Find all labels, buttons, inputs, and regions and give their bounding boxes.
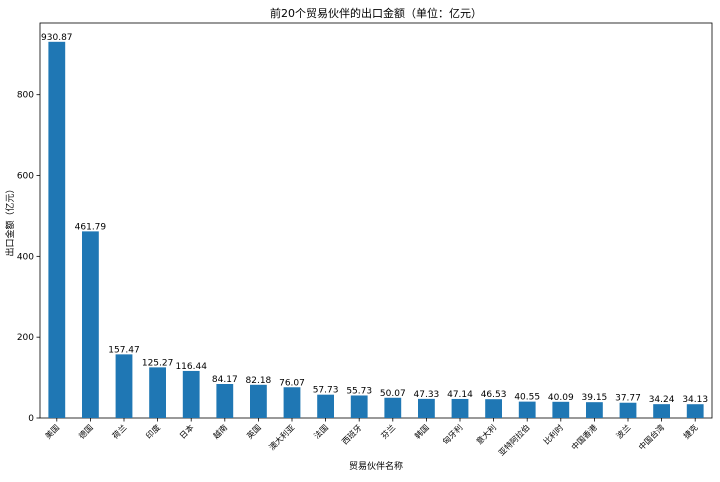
bar-value-label: 76.07	[279, 378, 305, 388]
bar-value-label: 47.14	[447, 390, 473, 400]
x-tick-label: 亚特阿拉伯	[496, 422, 531, 457]
bar	[619, 402, 637, 418]
bar-value-label: 125.27	[142, 358, 174, 368]
bar-value-label: 40.55	[514, 393, 540, 403]
x-tick-label: 中国台湾	[636, 422, 666, 452]
plot-area: 0 200 400 600 800 930.87 美国 461.79 德国 157.47 荷兰 125…	[17, 22, 713, 458]
bar	[283, 387, 301, 418]
bar-value-label: 461.79	[75, 222, 107, 232]
bar	[250, 384, 267, 418]
bar-value-label: 39.15	[582, 393, 608, 403]
x-tick-label: 中国香港	[569, 422, 599, 452]
x-tick-label: 韩国	[412, 422, 430, 440]
bar	[518, 401, 536, 418]
bar	[451, 398, 469, 418]
bar	[485, 399, 502, 418]
y-tick-label: 800	[17, 91, 34, 101]
bar	[82, 231, 99, 418]
bar	[586, 402, 603, 418]
bar-value-label: 34.13	[682, 395, 708, 405]
x-tick-label: 匈牙利	[440, 422, 464, 446]
x-tick-label: 法国	[312, 422, 330, 440]
y-tick-label: 400	[17, 252, 34, 262]
x-tick-label: 捷克	[681, 422, 699, 440]
x-tick-label: 德国	[76, 422, 94, 440]
bar-value-label: 34.24	[649, 395, 675, 405]
bar-value-label: 157.47	[108, 345, 140, 355]
x-tick-label: 日本	[177, 422, 195, 440]
bar-value-label: 47.33	[414, 390, 440, 400]
bar	[384, 397, 402, 418]
bar-value-label: 37.77	[615, 394, 641, 404]
bar-value-label: 82.18	[246, 376, 272, 386]
x-tick-label: 印度	[144, 422, 162, 440]
bar-value-label: 57.73	[313, 386, 339, 396]
x-tick-label: 芬兰	[379, 422, 397, 440]
x-tick-label: 英国	[244, 422, 262, 440]
x-tick-label: 西班牙	[340, 422, 364, 446]
bar-value-label: 55.73	[346, 386, 372, 396]
bar	[48, 41, 66, 419]
y-tick-label: 0	[28, 414, 34, 424]
y-axis-label: 出口金额（亿元）	[4, 184, 16, 256]
bar	[149, 367, 166, 418]
bar	[653, 404, 670, 418]
bar	[552, 401, 570, 418]
bar	[216, 383, 234, 418]
plot-frame	[39, 22, 713, 419]
bar-value-label: 50.07	[380, 389, 406, 399]
bar-value-label: 116.44	[175, 362, 207, 372]
x-tick-label: 意大利	[474, 422, 498, 446]
bar	[686, 404, 704, 418]
bar-value-label: 84.17	[212, 375, 238, 385]
x-tick-label: 越南	[211, 422, 229, 440]
x-tick-label: 比利时	[541, 422, 565, 446]
y-tick-label: 200	[17, 333, 34, 343]
x-tick-label: 荷兰	[110, 422, 128, 440]
bar	[418, 398, 435, 418]
bar	[182, 370, 200, 418]
chart-title: 前20个贸易伙伴的出口金额（单位：亿元）	[270, 6, 482, 20]
bar	[317, 394, 334, 418]
y-tick-label: 600	[17, 172, 34, 182]
x-axis-label: 贸易伙伴名称	[349, 460, 403, 472]
bar-value-label: 930.87	[41, 33, 73, 43]
x-tick-label: 澳大利亚	[267, 422, 297, 452]
x-tick-label: 美国	[43, 422, 61, 440]
bar-value-label: 46.53	[481, 390, 507, 400]
bar	[350, 395, 368, 418]
bar	[115, 354, 133, 418]
x-tick-label: 波兰	[614, 422, 632, 440]
bar-value-label: 40.09	[548, 393, 574, 403]
